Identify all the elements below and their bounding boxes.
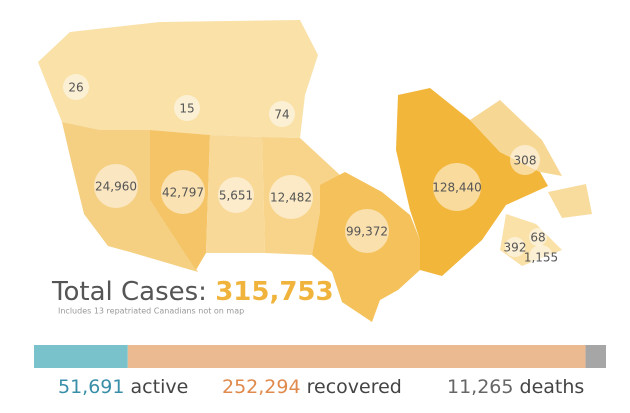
summary-bar-segment <box>585 345 606 368</box>
region-bubble <box>505 237 525 257</box>
summary-label: 11,265 deaths <box>447 376 584 398</box>
region-bubble <box>345 209 389 253</box>
region-label: 24,960 <box>95 180 137 194</box>
region-bubble <box>269 101 295 127</box>
summary-value: 51,691 <box>58 376 124 398</box>
summary-value: 252,294 <box>222 376 301 398</box>
region-bubble <box>174 95 200 121</box>
total-title-text: Total Cases: <box>51 277 207 307</box>
region-label: 42,797 <box>162 186 204 200</box>
region-bubble <box>63 74 89 100</box>
newfoundland <box>548 184 592 218</box>
summary-label: 252,294 recovered <box>222 376 402 398</box>
summary-bar-segment <box>127 345 586 368</box>
territories <box>38 20 318 138</box>
region-label: 5,651 <box>219 189 253 203</box>
total-value: 315,753 <box>215 277 333 307</box>
region-bubble <box>529 245 553 269</box>
summary-name: deaths <box>520 376 585 398</box>
region-bubble <box>529 228 547 246</box>
region-bubble <box>433 163 481 211</box>
region-bubble <box>510 145 540 175</box>
region-label: 26 <box>68 81 83 95</box>
total-title: Total Cases: 315,753 <box>51 277 334 307</box>
region-label: 12,482 <box>270 191 312 205</box>
region-label: 15 <box>179 102 194 116</box>
region-label: 74 <box>274 108 289 122</box>
summary-value: 11,265 <box>447 376 513 398</box>
region-label: 308 <box>514 154 537 168</box>
summary-label: 51,691 active <box>58 376 188 398</box>
total-note: Includes 13 repatriated Canadians not on… <box>58 307 244 316</box>
region-label: 68 <box>530 231 545 245</box>
region-label: 128,440 <box>432 181 482 195</box>
region-bubble <box>269 175 313 219</box>
region-label: 392 <box>504 241 527 255</box>
region-bubble <box>218 177 254 213</box>
region-bubble <box>161 170 205 214</box>
region-label: 99,372 <box>346 225 388 239</box>
region-bubble <box>94 164 138 208</box>
region-label: 1,155 <box>524 251 558 265</box>
summary-name: active <box>131 376 189 398</box>
summary-bar-segment <box>34 345 128 368</box>
summary-name: recovered <box>307 376 402 398</box>
